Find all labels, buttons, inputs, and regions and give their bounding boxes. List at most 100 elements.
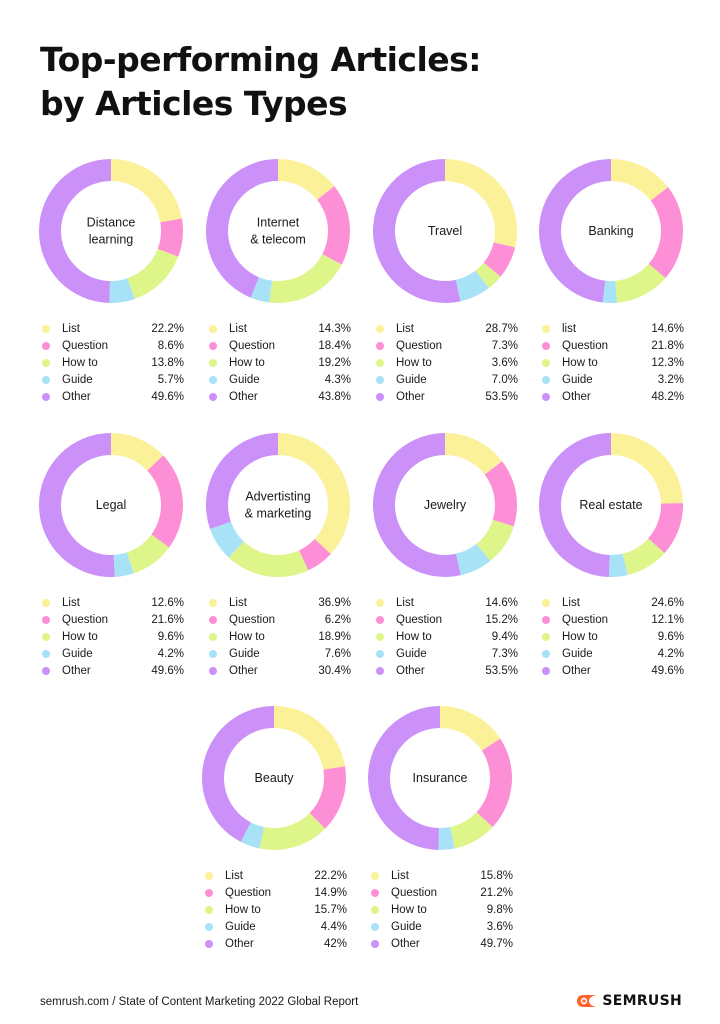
donut-center-label: Insurance [413,771,468,785]
donut-chart-card: Advertisting & marketing List 36.9% Question… [203,430,353,679]
legend-label: How to [229,630,265,643]
donut-slice-how-to [269,254,342,303]
legend-swatch-dot [42,341,50,350]
legend-item: Guide 3.2% [536,371,686,388]
legend-item: list 14.6% [536,320,686,337]
legend-value: 53.5% [485,390,518,403]
legend-label: Question [396,339,443,352]
donut-center-label: Distance [87,216,136,230]
legend-value: 4.2% [657,647,684,660]
legend-label: List [229,596,247,609]
legend-value: 21.6% [151,613,184,626]
legend-item: List 22.2% [199,867,349,884]
legend-item: Guide 4.3% [203,371,353,388]
legend-item: List 14.3% [203,320,353,337]
legend-label: List [225,869,243,882]
legend-label: Guide [391,920,422,933]
donut-chart-card: Legal List 12.6% Question 21.6% How to 9.6% Gui… [36,430,186,679]
legend-value: 43.8% [318,390,351,403]
donut-center-label: Advertisting [245,490,310,504]
legend-item: Guide 7.6% [203,645,353,662]
legend-value: 36.9% [318,596,351,609]
legend-label: Guide [562,373,593,386]
donut-slice-list [274,706,346,770]
legend-swatch-dot [542,358,550,367]
semrush-fireball-icon [577,995,597,1007]
legend-value: 4.4% [320,920,347,933]
legend-item: How to 3.6% [370,354,520,371]
donut-slice-how-to [127,248,179,299]
legend-value: 49.6% [151,664,184,677]
donut-chart: Legal [39,433,184,577]
legend-swatch-dot [205,888,213,897]
donut-chart: Real estate [538,433,683,577]
legend-value: 22.2% [151,322,184,335]
legend-label: Question [229,613,276,626]
legend-value: 48.2% [651,390,684,403]
legend-swatch-dot [542,324,550,333]
donut-center-label: & telecom [250,233,306,247]
legend-item: Other 49.6% [36,388,186,405]
legend-value: 7.6% [324,647,351,660]
legend-item: Question 6.2% [203,611,353,628]
legend-label: List [396,596,414,609]
legend-swatch-dot [542,375,550,384]
legend-item: Guide 4.2% [536,645,686,662]
legend-item: Question 21.8% [536,337,686,354]
legend-swatch-dot [376,649,384,658]
donut-chart: Jewelry [372,433,517,577]
donut-slice-guide [455,543,491,576]
legend-swatch-dot [376,598,384,607]
legend-label: list [562,322,577,335]
chart-legend: List 22.2% Question 8.6% How to 13.8% Guide 5.7… [36,320,186,405]
donut-slice-list [111,159,182,223]
legend-swatch-dot [42,324,50,333]
legend-label: Guide [396,647,427,660]
legend-item: List 36.9% [203,594,353,611]
donut-chart-card: Insurance List 15.8% Question 21.2% How to 9.8… [365,703,515,952]
legend-item: How to 18.9% [203,628,353,645]
donut-slice-list [440,706,501,751]
legend-swatch-dot [371,888,379,897]
legend-value: 7.3% [491,339,518,352]
legend-item: How to 9.6% [536,628,686,645]
legend-label: Other [62,390,91,403]
legend-item: Question 7.3% [370,337,520,354]
legend-label: How to [396,630,432,643]
legend-swatch-dot [542,666,550,675]
legend-label: Guide [225,920,256,933]
legend-value: 14.6% [651,322,684,335]
brand-name: SEMRUSH [602,993,682,1009]
legend-swatch-dot [42,615,50,624]
chart-legend: List 22.2% Question 14.9% How to 15.7% Guide 4.… [199,867,349,952]
chart-legend: List 15.8% Question 21.2% How to 9.8% Guide 3.6… [365,867,515,952]
legend-value: 9.6% [657,630,684,643]
donut-slice-question [157,218,184,257]
donut-slice-list [278,159,335,200]
legend-item: How to 13.8% [36,354,186,371]
legend-value: 7.0% [491,373,518,386]
legend-value: 49.7% [480,937,513,950]
legend-label: How to [562,630,598,643]
legend-swatch-dot [209,358,217,367]
legend-swatch-dot [209,666,217,675]
donut-slice-guide [240,822,264,849]
legend-value: 42% [323,937,347,950]
legend-swatch-dot [376,615,384,624]
legend-item: Question 18.4% [203,337,353,354]
legend-value: 14.9% [314,886,347,899]
legend-label: List [62,322,80,335]
legend-value: 53.5% [485,664,518,677]
legend-value: 49.6% [151,390,184,403]
legend-value: 12.6% [151,596,184,609]
donut-slice-list [611,433,683,504]
legend-item: Other 49.6% [36,662,186,679]
donut-slice-other [368,706,440,850]
chart-legend: List 14.6% Question 15.2% How to 9.4% Guide 7.3… [370,594,520,679]
donut-center-label: Travel [428,224,462,238]
legend-swatch-dot [42,358,50,367]
donut-chart-card: Travel List 28.7% Question 7.3% How to 3.6% Gui… [370,156,520,405]
donut-chart: Banking [538,159,683,303]
legend-swatch-dot [376,341,384,350]
donut-slice-guide [602,280,618,303]
